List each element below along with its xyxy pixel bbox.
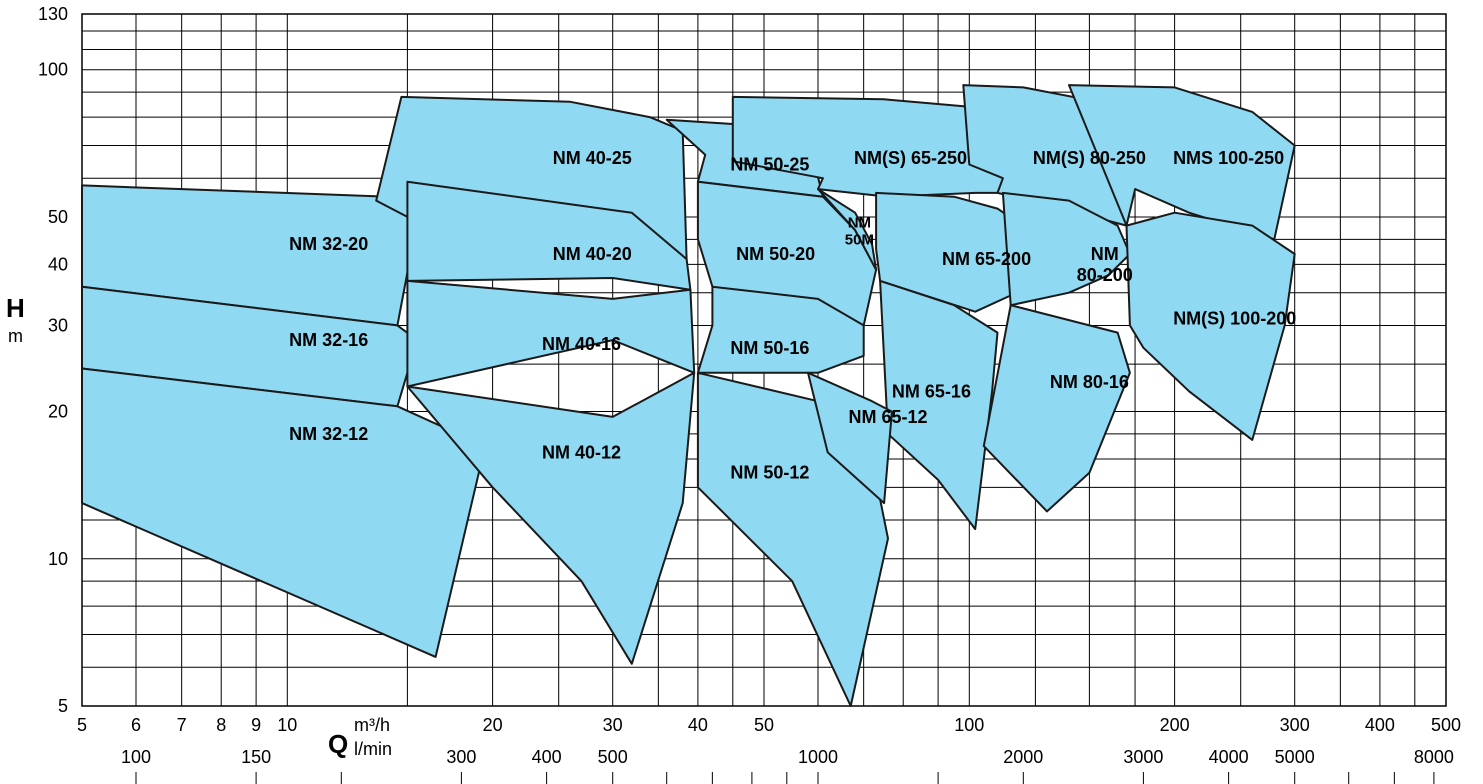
x-tick-6: 6	[131, 715, 141, 735]
label-nm-80-16: NM 80-16	[1050, 372, 1129, 392]
label-nm-50-20: NM 50-20	[736, 244, 815, 264]
label-nm-50m-1: 50M	[845, 232, 874, 249]
x-axis-primary-unit: m³/h	[354, 715, 390, 735]
region-nm-50m	[817, 188, 878, 271]
label-nm-50-12: NM 50-12	[730, 463, 809, 483]
x-tick-100: 100	[954, 715, 984, 735]
region-nm-40-12	[406, 371, 696, 665]
x-tick-10: 10	[277, 715, 297, 735]
label-nm-32-16: NM 32-16	[289, 330, 368, 350]
label-nm-s-80-250: NM(S) 80-250	[1033, 148, 1146, 168]
label-nm-50m-0: NM	[848, 215, 871, 232]
x-tick-5: 5	[77, 715, 87, 735]
x-tick-200: 200	[1160, 715, 1190, 735]
label-nm-32-12: NM 32-12	[289, 424, 368, 444]
x-tick-30: 30	[603, 715, 623, 735]
label-nm-32-20: NM 32-20	[289, 234, 368, 254]
x-tick-7: 7	[177, 715, 187, 735]
label-nm-40-16: NM 40-16	[542, 334, 621, 354]
region-nm-65-12	[807, 371, 893, 505]
label-nms-100-250: NMS 100-250	[1173, 148, 1284, 168]
label-nm-40-20: NM 40-20	[553, 244, 632, 264]
y-tick-10: 10	[48, 549, 68, 569]
y-axis-unit: m	[8, 326, 23, 346]
label-nm-80-200-1: 80-200	[1077, 265, 1133, 285]
pump-regions	[81, 84, 1296, 707]
x2-tick-1000: 1000	[798, 747, 838, 767]
x-axis-label: Q	[328, 729, 348, 759]
label-nm-40-25: NM 40-25	[553, 148, 632, 168]
region-nm-32-12	[81, 367, 487, 658]
x2-tick-150: 150	[241, 747, 271, 767]
x2-tick-4000: 4000	[1209, 747, 1249, 767]
label-nm-65-12: NM 65-12	[849, 407, 928, 427]
x-tick-500: 500	[1431, 715, 1461, 735]
y-tick-30: 30	[48, 315, 68, 335]
region-nm-s-65-250	[731, 95, 1037, 198]
x-tick-400: 400	[1365, 715, 1395, 735]
label-nm-50-16: NM 50-16	[730, 338, 809, 358]
x2-tick-2000: 2000	[1003, 747, 1043, 767]
axis-ticks: 5 10 20 30 40 50 100 130 5 6 7 8 9 10 20 30 40 50 100 200 30…	[38, 4, 1461, 784]
label-nm-65-16: NM 65-16	[892, 381, 971, 401]
label-nm-80-200-0: NM	[1091, 244, 1119, 264]
region-nm-s-100-200	[1125, 211, 1296, 441]
y-tick-5: 5	[58, 696, 68, 716]
x2-tick-400: 400	[532, 747, 562, 767]
region-nm-65-16	[879, 279, 999, 531]
y-tick-40: 40	[48, 254, 68, 274]
x-tick-9: 9	[251, 715, 261, 735]
x2-tick-100: 100	[121, 747, 151, 767]
label-nm-s-100-200: NM(S) 100-200	[1173, 308, 1296, 328]
y-tick-20: 20	[48, 402, 68, 422]
label-nm-s-65-250: NM(S) 65-250	[854, 148, 967, 168]
region-nm-80-16	[982, 304, 1131, 513]
x2-tick-8000: 8000	[1414, 747, 1454, 767]
y-tick-130: 130	[38, 4, 68, 24]
x-tick-8: 8	[216, 715, 226, 735]
label-nm-40-12: NM 40-12	[542, 442, 621, 462]
x-axis-secondary-unit: l/min	[354, 739, 392, 759]
x-tick-50: 50	[754, 715, 774, 735]
pump-labels: NM 32-20 NM 32-16 NM 32-12 NM 40-25 NM 40-20…	[289, 148, 1296, 483]
y-tick-100: 100	[38, 60, 68, 80]
x2-tick-300: 300	[446, 747, 476, 767]
region-nm-80-200	[1001, 191, 1131, 307]
x2-tick-5000: 5000	[1275, 747, 1315, 767]
region-nm-50-16	[696, 285, 865, 374]
x2-tick-3000: 3000	[1123, 747, 1163, 767]
y-axis-label: H	[6, 293, 25, 323]
x-tick-300: 300	[1280, 715, 1310, 735]
x2-tick-500: 500	[598, 747, 628, 767]
label-nm-50-25: NM 50-25	[730, 155, 809, 175]
x-tick-40: 40	[688, 715, 708, 735]
x-tick-20: 20	[483, 715, 503, 735]
y-tick-50: 50	[48, 207, 68, 227]
label-nm-65-200: NM 65-200	[942, 249, 1031, 269]
